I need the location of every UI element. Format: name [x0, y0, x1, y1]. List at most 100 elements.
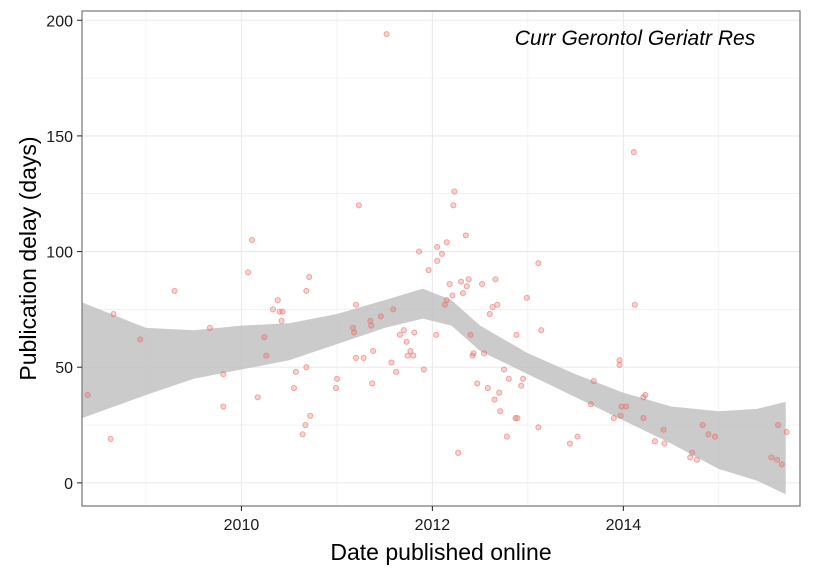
- data-point: [438, 250, 446, 257]
- data-point: [434, 257, 441, 264]
- data-point: [415, 248, 423, 255]
- data-point: [479, 280, 486, 287]
- data-point: [535, 424, 542, 431]
- data-point: [630, 149, 637, 156]
- data-point: [711, 433, 719, 440]
- data-point: [420, 366, 427, 373]
- data-point: [220, 403, 227, 410]
- data-point: [503, 433, 510, 440]
- data-point: [390, 306, 397, 313]
- data-point: [278, 317, 285, 325]
- y-tick-label: 0: [64, 476, 73, 493]
- data-point: [443, 239, 450, 246]
- data-point: [84, 391, 91, 399]
- data-point: [396, 331, 403, 338]
- data-point: [425, 267, 432, 274]
- data-point: [492, 276, 499, 283]
- data-point: [360, 354, 367, 362]
- data-point: [512, 415, 519, 422]
- data-point: [352, 354, 360, 362]
- y-tick-label: 200: [46, 13, 73, 30]
- data-point: [110, 310, 117, 318]
- data-point: [451, 188, 458, 195]
- y-tick-label: 100: [46, 245, 73, 262]
- data-point: [631, 301, 638, 308]
- data-point: [245, 269, 252, 276]
- y-axis-title: Publication delay (days): [15, 136, 41, 380]
- data-point: [474, 380, 481, 387]
- data-point: [489, 304, 496, 311]
- data-point: [107, 435, 114, 442]
- data-point: [513, 331, 520, 338]
- data-point: [290, 384, 298, 392]
- data-point: [465, 276, 472, 283]
- data-point: [332, 384, 340, 392]
- data-point: [505, 375, 512, 382]
- data-point: [274, 297, 281, 304]
- data-point: [574, 433, 581, 440]
- data-point: [434, 243, 441, 250]
- data-point: [768, 454, 775, 461]
- data-point: [616, 357, 623, 364]
- data-point: [491, 396, 498, 403]
- y-tick-label: 150: [46, 129, 73, 146]
- data-point: [263, 352, 270, 359]
- data-point: [538, 327, 545, 334]
- data-point: [404, 352, 411, 359]
- data-point: [617, 412, 624, 419]
- data-point: [333, 375, 340, 382]
- data-point: [410, 352, 417, 359]
- data-point: [455, 449, 462, 456]
- data-point: [566, 440, 573, 447]
- data-point: [433, 331, 440, 338]
- data-point: [774, 421, 782, 429]
- data-point: [393, 368, 400, 375]
- data-point: [383, 31, 390, 38]
- data-point: [463, 283, 470, 290]
- axes-ticks: 2010 2012 2014 0 50 100 150 200: [46, 13, 641, 534]
- data-point: [403, 338, 410, 345]
- data-point: [535, 260, 542, 267]
- data-point: [689, 449, 696, 456]
- data-point: [484, 384, 491, 392]
- x-tick-label: 2012: [415, 517, 451, 534]
- data-point: [450, 202, 457, 209]
- data-point: [496, 389, 503, 396]
- data-point: [446, 280, 453, 287]
- data-point: [306, 273, 313, 281]
- data-point: [705, 431, 712, 438]
- data-point: [470, 350, 477, 357]
- data-point: [411, 329, 418, 336]
- data-point: [351, 329, 358, 336]
- chart-annotation: Curr Gerontol Geriatr Res: [515, 27, 756, 50]
- data-point: [459, 290, 467, 297]
- data-point: [137, 336, 144, 343]
- data-point: [693, 456, 700, 463]
- data-point: [514, 415, 521, 422]
- data-point: [276, 308, 283, 315]
- data-point: [494, 301, 501, 308]
- data-point: [307, 412, 314, 419]
- data-point: [587, 401, 594, 408]
- data-point: [370, 347, 377, 355]
- data-point: [520, 375, 527, 382]
- data-point: [355, 202, 362, 209]
- data-point: [467, 331, 474, 338]
- data-point: [523, 294, 530, 301]
- data-point: [302, 421, 309, 429]
- data-point: [640, 415, 647, 422]
- data-point: [783, 428, 790, 436]
- data-point: [443, 297, 450, 304]
- data-point: [388, 359, 395, 366]
- data-point: [407, 347, 414, 355]
- grid: [82, 11, 800, 506]
- points-group: [84, 31, 790, 468]
- x-tick-label: 2010: [224, 517, 260, 534]
- data-point: [269, 306, 277, 313]
- smooth-confidence-ribbon: [82, 288, 786, 495]
- data-point: [774, 456, 781, 463]
- data-point: [590, 378, 597, 385]
- data-point: [299, 431, 306, 438]
